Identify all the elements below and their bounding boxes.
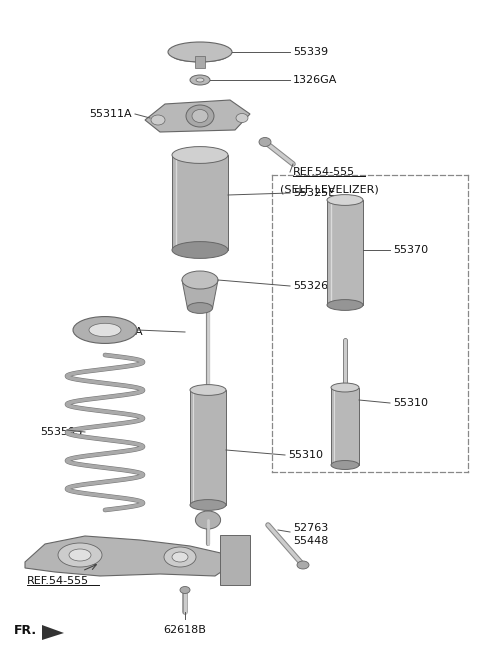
Ellipse shape [186, 105, 214, 127]
Text: FR.: FR. [14, 623, 37, 636]
Ellipse shape [172, 241, 228, 258]
Ellipse shape [190, 500, 226, 510]
Ellipse shape [297, 561, 309, 569]
Ellipse shape [327, 195, 363, 205]
Text: 52763: 52763 [293, 523, 328, 533]
Text: 62618B: 62618B [164, 625, 206, 635]
Ellipse shape [195, 511, 221, 529]
Polygon shape [327, 200, 363, 305]
Ellipse shape [327, 300, 363, 310]
Polygon shape [195, 56, 205, 68]
Ellipse shape [259, 138, 271, 146]
Text: 55331A: 55331A [100, 327, 143, 337]
Text: 55310: 55310 [288, 450, 323, 460]
Text: 55448: 55448 [293, 536, 328, 546]
Ellipse shape [192, 110, 208, 123]
Polygon shape [25, 536, 230, 576]
Polygon shape [190, 390, 226, 505]
Ellipse shape [164, 547, 196, 567]
Ellipse shape [173, 50, 227, 62]
Ellipse shape [58, 543, 102, 567]
Polygon shape [331, 388, 359, 465]
Polygon shape [220, 535, 250, 585]
Ellipse shape [89, 323, 121, 337]
Text: 55325E: 55325E [293, 188, 335, 198]
Ellipse shape [182, 271, 218, 289]
Polygon shape [172, 155, 228, 250]
Ellipse shape [172, 552, 188, 562]
Ellipse shape [172, 146, 228, 163]
Text: 55310: 55310 [393, 398, 428, 408]
Ellipse shape [190, 384, 226, 396]
Text: 55311A: 55311A [89, 109, 132, 119]
Ellipse shape [168, 42, 232, 62]
Ellipse shape [151, 115, 165, 125]
Ellipse shape [187, 302, 213, 314]
Text: 55326B: 55326B [293, 281, 336, 291]
Text: (SELF LEVELIZER): (SELF LEVELIZER) [280, 184, 379, 194]
Text: 55339: 55339 [293, 47, 328, 57]
Ellipse shape [73, 317, 137, 344]
Text: REF.54-555: REF.54-555 [293, 167, 355, 177]
Text: 55350S: 55350S [40, 427, 82, 437]
Ellipse shape [236, 113, 248, 123]
Polygon shape [182, 280, 218, 308]
Ellipse shape [69, 549, 91, 561]
Ellipse shape [331, 461, 359, 470]
Polygon shape [145, 100, 250, 132]
Ellipse shape [331, 383, 359, 392]
Ellipse shape [180, 586, 190, 594]
Polygon shape [42, 625, 64, 640]
Text: 55370: 55370 [393, 245, 428, 255]
Ellipse shape [196, 78, 204, 82]
Ellipse shape [190, 75, 210, 85]
Text: 1326GA: 1326GA [293, 75, 337, 85]
Text: REF.54-555: REF.54-555 [27, 576, 89, 586]
